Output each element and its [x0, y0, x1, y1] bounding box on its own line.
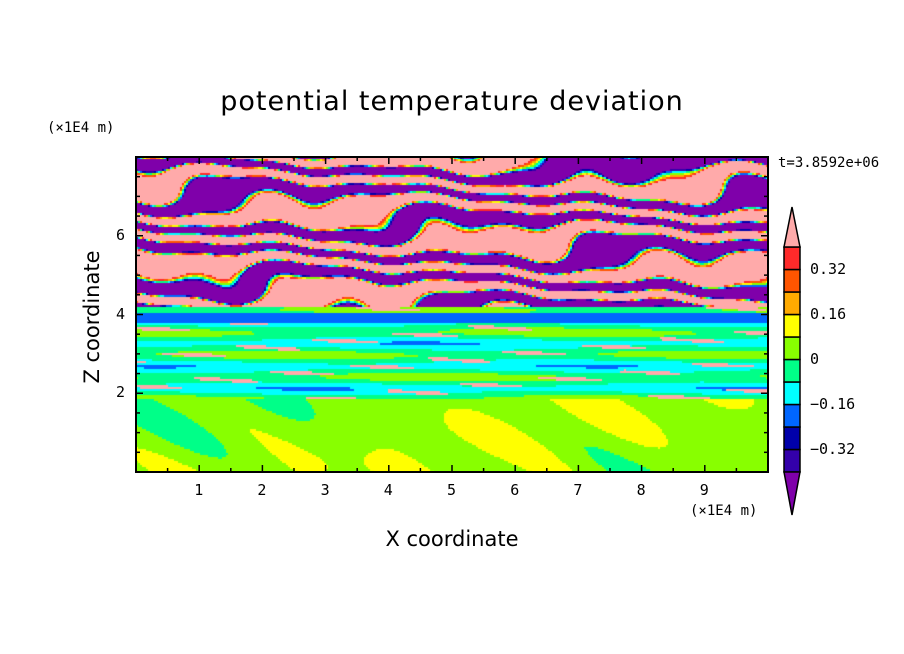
x-tick-label: 5: [447, 481, 457, 499]
colorbar-box: [783, 381, 801, 406]
colorbar-label: −0.16: [810, 394, 856, 413]
colorbar-box: [783, 336, 801, 361]
x-tick-label: 9: [699, 481, 709, 499]
x-tick-label: 3: [320, 481, 330, 499]
y-unit-label: (×1E4 m): [47, 120, 115, 136]
colorbar-box: [783, 246, 801, 271]
x-tick-label: 4: [383, 481, 393, 499]
colorbar-extend-top: [783, 206, 801, 248]
x-tick-label: 7: [573, 481, 583, 499]
colorbar-label: −0.32: [810, 439, 856, 458]
x-unit-label: (×1E4 m): [690, 503, 758, 519]
colorbar-label: 0.32: [810, 259, 847, 278]
y-tick-label: 2: [116, 383, 126, 402]
colorbar-box: [783, 403, 801, 428]
colorbar-box: [783, 358, 801, 383]
x-tick-label: 8: [636, 481, 646, 499]
x-tick-label: 1: [194, 481, 204, 499]
colorbar-box: [783, 313, 801, 338]
y-tick-label: 6: [116, 225, 126, 244]
contour-field: [136, 157, 768, 472]
colorbar-box: [783, 291, 801, 316]
colorbar-box: [783, 448, 801, 473]
colorbar-box: [783, 268, 801, 293]
colorbar-box: [783, 426, 801, 451]
colorbar-extend-bottom: [783, 471, 801, 516]
chart-title: potential temperature deviation: [220, 86, 684, 117]
colorbar-label: 0.16: [810, 304, 847, 323]
x-axis-label: X coordinate: [385, 527, 519, 551]
x-tick-label: 6: [510, 481, 520, 499]
y-tick-label: 4: [116, 304, 126, 323]
time-annotation: t=3.8592e+06: [778, 155, 880, 171]
plot-border: [135, 156, 769, 473]
x-tick-label: 2: [257, 481, 267, 499]
colorbar-label: 0: [810, 349, 820, 368]
